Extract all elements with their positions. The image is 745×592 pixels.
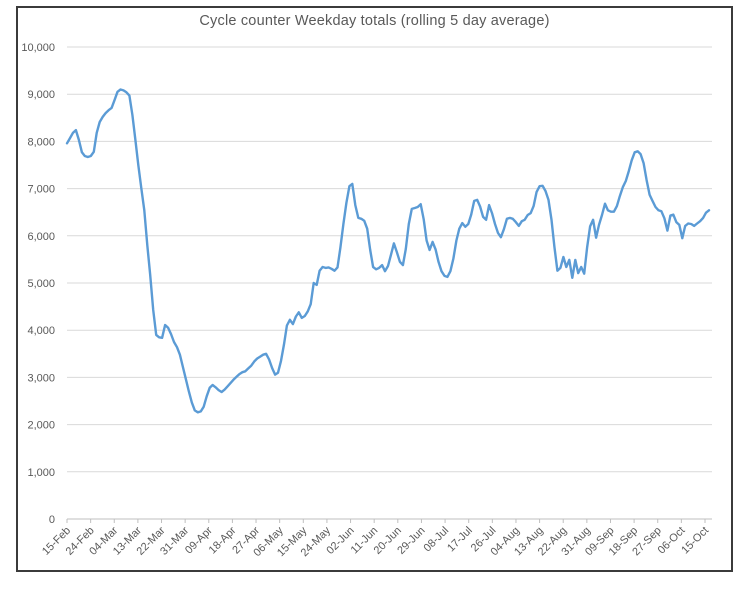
y-axis-label: 3,000: [27, 372, 55, 384]
y-axis-label: 7,000: [27, 184, 55, 196]
y-axis-label: 9,000: [27, 89, 55, 101]
y-axis-label: 0: [49, 514, 55, 526]
x-axis-label: 15-Oct: [679, 525, 711, 557]
y-axis-label: 5,000: [27, 278, 55, 290]
y-axis-label: 6,000: [27, 231, 55, 243]
y-axis-label: 10,000: [21, 42, 55, 54]
y-axis-label: 4,000: [27, 325, 55, 337]
y-axis-label: 1,000: [27, 467, 55, 479]
x-axis-label: 17-Jul: [445, 525, 475, 555]
chart-plot: 0 1,000 2,000 3,000 4,000 5,000 6,000 7,000 8,00…: [21, 42, 712, 559]
x-axis-label: 08-Jul: [422, 525, 452, 555]
chart-frame: Cycle counter Weekday totals (rolling 5 …: [16, 6, 733, 572]
chart-title: Cycle counter Weekday totals (rolling 5 …: [199, 13, 550, 29]
y-axis-label: 2,000: [27, 420, 55, 432]
y-axis-label: 8,000: [27, 136, 55, 148]
data-line: [65, 88, 711, 414]
